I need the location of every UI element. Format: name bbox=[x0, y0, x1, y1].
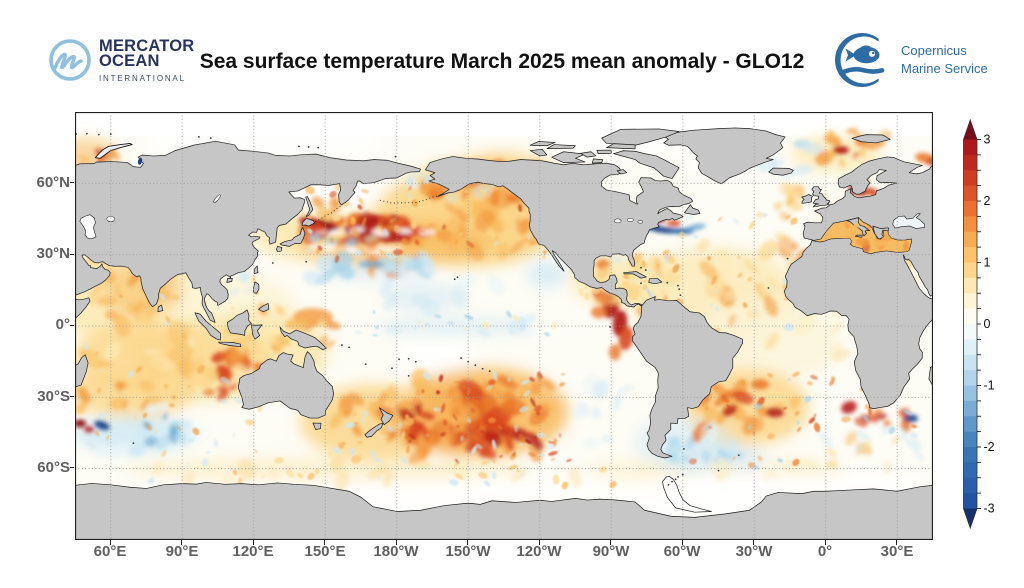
svg-text:2: 2 bbox=[984, 194, 991, 208]
svg-text:-2: -2 bbox=[984, 440, 995, 454]
svg-text:3: 3 bbox=[984, 133, 991, 147]
svg-text:-1: -1 bbox=[984, 379, 995, 393]
svg-text:1: 1 bbox=[984, 256, 991, 270]
svg-text:-3: -3 bbox=[984, 502, 995, 516]
svg-text:0: 0 bbox=[984, 317, 991, 331]
